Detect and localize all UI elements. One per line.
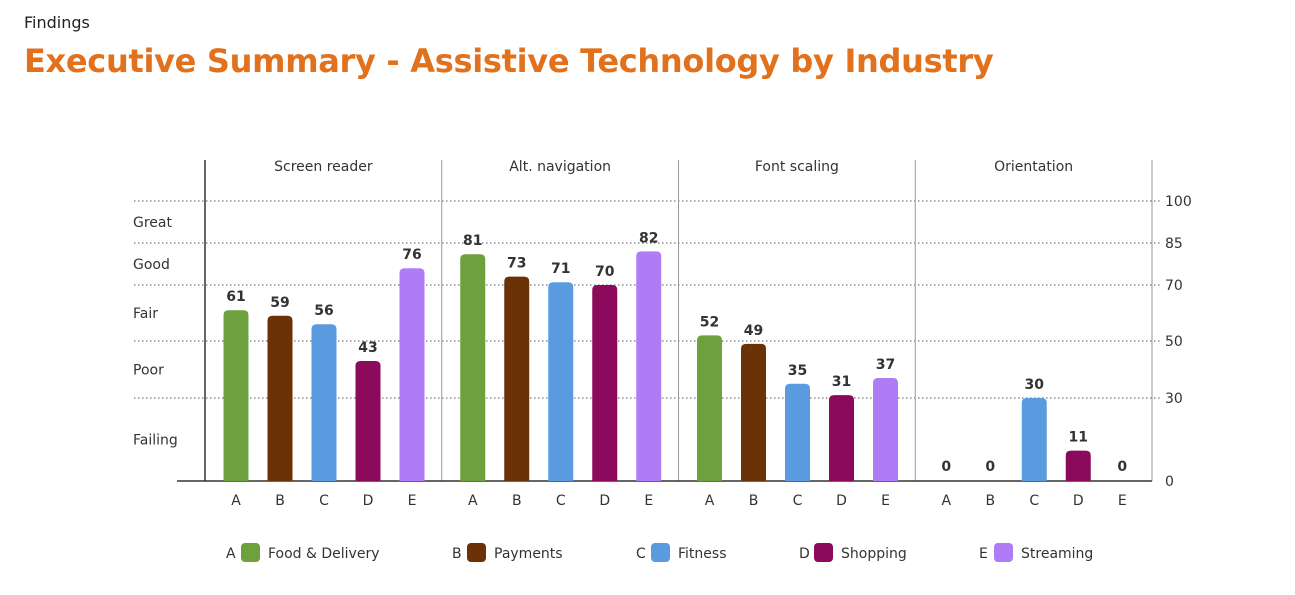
legend-key: C (636, 546, 646, 562)
x-tick-label: A (705, 493, 715, 509)
legend-label: Fitness (678, 546, 727, 562)
data-label: 81 (463, 233, 482, 249)
y-tick-label: 70 (1165, 278, 1183, 294)
data-label: 82 (639, 230, 658, 246)
rating-band-label: Poor (133, 363, 164, 379)
rating-band-label: Good (133, 257, 170, 273)
legend-swatch (994, 543, 1013, 562)
bar-d (1065, 450, 1091, 481)
bar-a (223, 310, 249, 481)
data-label: 11 (1069, 430, 1088, 446)
legend-key: D (799, 546, 810, 562)
bar-c (785, 383, 810, 481)
data-label: 37 (876, 357, 895, 373)
legend-label: Shopping (841, 546, 907, 562)
rating-band-label: Failing (133, 433, 178, 449)
data-label: 30 (1025, 377, 1045, 393)
eyebrow-label: Findings (24, 13, 90, 32)
legend-label: Food & Delivery (268, 546, 380, 562)
x-tick-label: C (793, 493, 803, 509)
x-tick-label: E (408, 493, 417, 509)
x-tick-label: A (231, 493, 241, 509)
data-label: 35 (788, 363, 807, 379)
data-label: 71 (551, 261, 570, 277)
y-tick-label: 0 (1165, 474, 1174, 490)
bar-e (873, 378, 898, 481)
legend-key: B (452, 546, 462, 562)
data-label: 43 (358, 340, 377, 356)
y-tick-label: 50 (1165, 334, 1183, 350)
legend-label: Streaming (1021, 546, 1093, 562)
legend-key: E (979, 546, 988, 562)
x-tick-label: D (836, 493, 847, 509)
data-label: 59 (270, 295, 289, 311)
bar-b (741, 343, 766, 481)
x-tick-label: B (749, 493, 759, 509)
data-label: 31 (832, 374, 851, 390)
legend-swatch (241, 543, 260, 562)
data-label: 56 (314, 303, 333, 319)
bar-c (311, 324, 337, 481)
bar-e (399, 268, 425, 481)
data-label: 0 (1117, 459, 1127, 475)
data-label: 52 (700, 314, 719, 330)
bar-b (504, 276, 530, 481)
data-label: 70 (595, 264, 615, 280)
legend-swatch (814, 543, 833, 562)
x-tick-label: C (556, 493, 566, 509)
x-tick-label: D (363, 493, 374, 509)
bar-b (267, 315, 293, 481)
data-label: 76 (402, 247, 421, 263)
x-tick-label: B (985, 493, 995, 509)
x-tick-label: A (468, 493, 478, 509)
x-tick-label: E (1118, 493, 1127, 509)
bar-c (548, 282, 574, 481)
data-label: 73 (507, 256, 526, 272)
x-tick-label: B (512, 493, 522, 509)
data-label: 49 (744, 323, 763, 339)
panel-title: Orientation (994, 159, 1073, 175)
bar-d (355, 360, 381, 481)
rating-band-label: Fair (133, 306, 158, 322)
y-tick-label: 30 (1165, 391, 1183, 407)
bar-d (829, 395, 854, 481)
bar-a (460, 254, 486, 481)
panel-title: Screen reader (274, 159, 373, 175)
page-title: Executive Summary - Assistive Technology… (24, 42, 994, 80)
bar-c (1021, 398, 1047, 481)
bar-a (697, 335, 722, 481)
legend-swatch (651, 543, 670, 562)
y-tick-label: 85 (1165, 236, 1183, 252)
y-tick-label: 100 (1165, 194, 1192, 210)
x-tick-label: D (1073, 493, 1084, 509)
bar-e (636, 251, 662, 481)
data-label: 0 (985, 459, 995, 475)
data-label: 0 (941, 459, 951, 475)
data-label: 61 (226, 289, 245, 305)
legend-swatch (467, 543, 486, 562)
x-tick-label: E (644, 493, 653, 509)
x-tick-label: C (319, 493, 329, 509)
bar-d (592, 285, 618, 481)
x-tick-label: B (275, 493, 285, 509)
x-tick-label: D (599, 493, 610, 509)
x-tick-label: A (941, 493, 951, 509)
x-tick-label: C (1029, 493, 1039, 509)
legend-label: Payments (494, 546, 563, 562)
panel-title: Alt. navigation (509, 159, 611, 175)
panel-title: Font scaling (755, 159, 839, 175)
x-tick-label: E (881, 493, 890, 509)
legend-key: A (226, 546, 236, 562)
rating-band-label: Great (133, 215, 172, 231)
